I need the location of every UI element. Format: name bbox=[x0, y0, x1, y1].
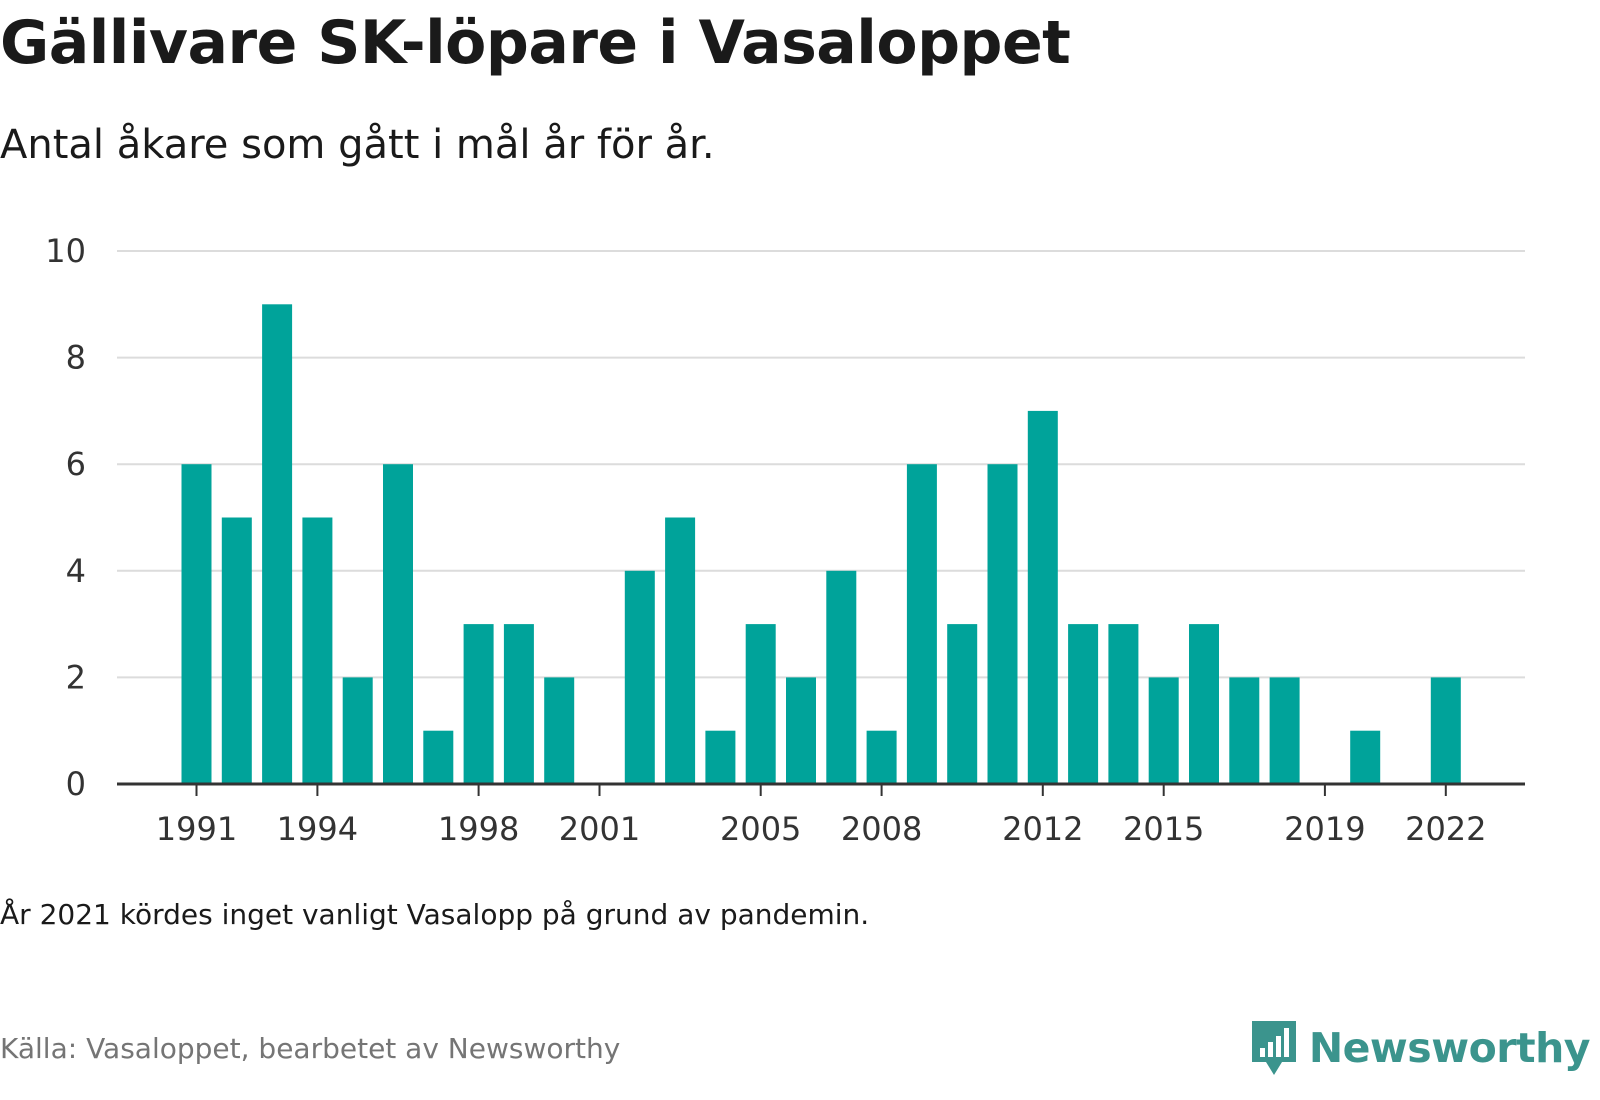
x-tick-label: 2001 bbox=[559, 810, 640, 848]
y-tick-label: 2 bbox=[66, 658, 86, 696]
source-text: Källa: Vasaloppet, bearbetet av Newswort… bbox=[0, 1032, 621, 1065]
bar-2004 bbox=[705, 730, 736, 784]
bar-2002 bbox=[624, 570, 655, 784]
bar-2017 bbox=[1229, 677, 1260, 784]
bar-2011 bbox=[987, 464, 1018, 784]
y-tick-label: 4 bbox=[66, 552, 86, 590]
x-tick-label: 2015 bbox=[1123, 810, 1204, 848]
bar-2015 bbox=[1148, 677, 1179, 784]
brand-logo[interactable]: Newsworthy bbox=[1249, 1018, 1591, 1078]
x-tick-label: 2012 bbox=[1002, 810, 1083, 848]
bar-2005 bbox=[745, 624, 776, 784]
bar-1994 bbox=[302, 517, 333, 784]
x-tick-label: 2005 bbox=[720, 810, 801, 848]
bar-2016 bbox=[1189, 624, 1219, 784]
bar-2009 bbox=[906, 464, 937, 784]
bar-2014 bbox=[1108, 624, 1139, 784]
chart-subtitle: Antal åkare som gått i mål år för år. bbox=[0, 122, 715, 168]
x-tick-label: 1994 bbox=[277, 810, 358, 848]
bar-chart: 0 2 4 6 8 10 1991 1994 1998 2001 2005 2008 2012 2015… bbox=[45, 232, 1525, 848]
bar-2006 bbox=[786, 677, 816, 784]
x-tick-label: 1991 bbox=[156, 810, 237, 848]
bar-2007 bbox=[826, 570, 857, 784]
x-tick-label: 2008 bbox=[841, 810, 922, 848]
bar-2020 bbox=[1350, 730, 1381, 784]
chart-title: Gällivare SK-löpare i Vasaloppet bbox=[0, 8, 1071, 78]
bar-2012 bbox=[1027, 410, 1058, 784]
x-tick-label: 2022 bbox=[1405, 810, 1486, 848]
bar-1992 bbox=[221, 517, 252, 784]
chart-note: År 2021 kördes inget vanligt Vasalopp på… bbox=[0, 898, 870, 931]
y-tick-label: 0 bbox=[66, 765, 86, 803]
newsworthy-logo-icon bbox=[1251, 1021, 1296, 1075]
bar-1999 bbox=[503, 624, 534, 784]
bar-1996 bbox=[383, 464, 413, 784]
y-tick-label: 8 bbox=[66, 339, 86, 377]
bar-1997 bbox=[423, 730, 454, 784]
y-tick-label: 6 bbox=[66, 445, 86, 483]
y-axis-ticks: 0 2 4 6 8 10 bbox=[45, 232, 86, 803]
bar-1995 bbox=[342, 677, 373, 784]
bar-1991 bbox=[181, 464, 212, 784]
bar-2013 bbox=[1068, 624, 1099, 784]
bar-2000 bbox=[544, 677, 575, 784]
y-tick-label: 10 bbox=[45, 232, 86, 270]
bar-2008 bbox=[866, 730, 897, 784]
x-axis-ticks: 1991 1994 1998 2001 2005 2008 2012 2015 2019 2022 bbox=[156, 784, 1487, 848]
bar-1998 bbox=[463, 624, 494, 784]
brand-name: Newsworthy bbox=[1308, 1024, 1591, 1072]
bar-2010 bbox=[947, 624, 978, 784]
bar-2003 bbox=[665, 517, 696, 784]
bar-2022 bbox=[1430, 677, 1461, 784]
x-tick-label: 2019 bbox=[1284, 810, 1365, 848]
bars bbox=[181, 304, 1461, 784]
bar-2018 bbox=[1269, 677, 1300, 784]
x-tick-label: 1998 bbox=[438, 810, 519, 848]
bar-1993 bbox=[262, 304, 293, 784]
